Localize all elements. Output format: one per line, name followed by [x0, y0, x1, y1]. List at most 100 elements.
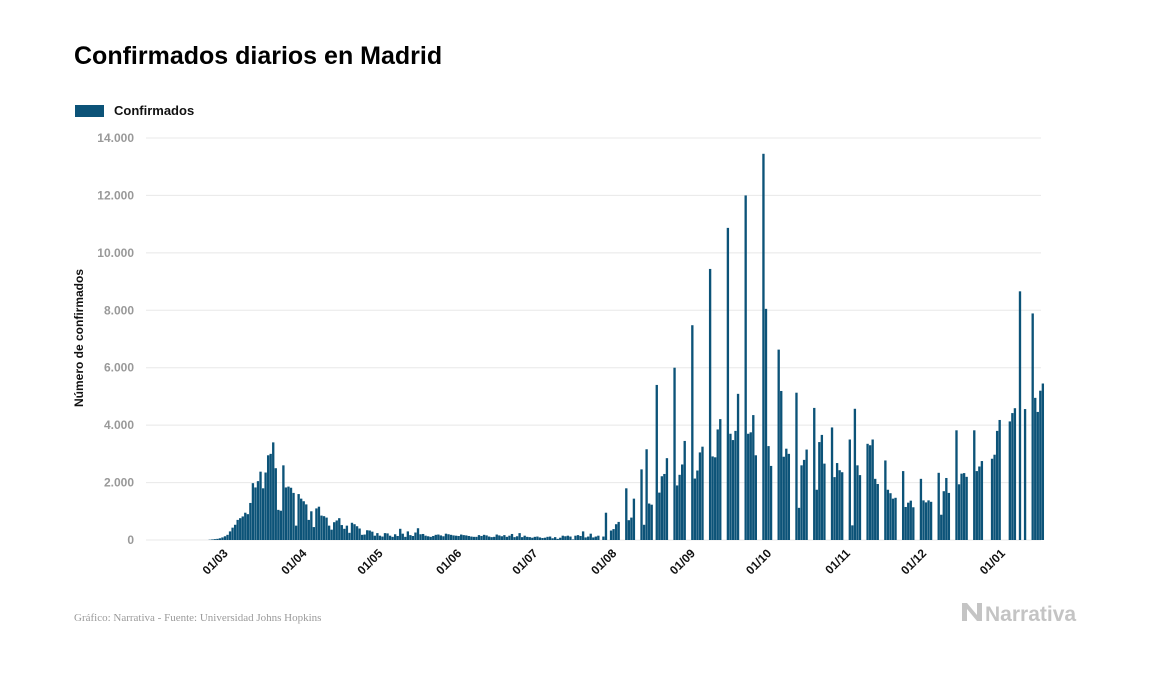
bar: [584, 537, 587, 540]
bar: [487, 536, 491, 540]
legend: Confirmados: [75, 103, 194, 118]
bar: [838, 470, 841, 540]
bar: [592, 537, 595, 540]
bar: [625, 488, 628, 540]
bar: [228, 531, 232, 540]
bar: [1036, 411, 1039, 540]
bar: [975, 471, 978, 540]
bar: [508, 535, 511, 540]
bar: [919, 478, 923, 540]
brand-name: Narrativa: [985, 603, 1077, 626]
bar: [815, 489, 818, 540]
chart-title: Confirmados diarios en Madrid: [74, 42, 443, 70]
bar: [665, 458, 669, 540]
bar: [691, 325, 694, 540]
bar: [604, 512, 608, 540]
bar: [505, 536, 509, 540]
bar: [236, 519, 239, 540]
bar: [266, 455, 270, 540]
bar: [355, 526, 359, 540]
bar: [282, 465, 285, 540]
bar: [221, 537, 224, 540]
bar: [386, 533, 389, 540]
bar: [482, 534, 486, 540]
bar: [536, 536, 539, 540]
bar: [254, 487, 257, 540]
bar: [998, 419, 1001, 540]
bar: [218, 538, 222, 540]
bar: [663, 473, 666, 540]
bar: [307, 519, 310, 540]
legend-label: Confirmados: [114, 103, 195, 118]
bar: [764, 308, 768, 540]
bar: [736, 393, 740, 540]
bar: [747, 433, 750, 540]
bar: [818, 442, 821, 540]
bar: [414, 532, 417, 540]
bar: [523, 535, 526, 540]
bar: [711, 456, 714, 540]
bar: [719, 419, 722, 540]
bar: [333, 522, 336, 540]
y-axis-label: Número de confirmados: [72, 269, 86, 407]
bar: [546, 536, 549, 540]
bar: [538, 537, 542, 540]
y-tick-label: 14.000: [97, 131, 134, 145]
bar: [531, 537, 534, 540]
bar: [404, 536, 407, 540]
bar: [995, 430, 999, 540]
bar: [439, 535, 443, 540]
bar: [587, 536, 590, 540]
bar: [449, 534, 453, 540]
bar: [457, 535, 460, 540]
bar: [785, 448, 788, 540]
bar: [769, 465, 773, 540]
bar: [576, 535, 580, 540]
bar: [251, 483, 255, 540]
bar: [213, 539, 216, 540]
source-note: Gráfico: Narrativa - Fuente: Universidad…: [74, 612, 322, 624]
x-tick-label: 01/08: [588, 546, 619, 577]
bar: [848, 439, 851, 540]
bar: [597, 535, 600, 540]
bar: [421, 533, 425, 540]
bar: [226, 534, 229, 540]
bar: [495, 534, 498, 540]
bar: [632, 498, 636, 540]
bar: [835, 463, 839, 540]
bar: [320, 515, 323, 540]
bar: [348, 532, 351, 540]
bar: [406, 531, 410, 540]
bar: [833, 477, 836, 540]
bar: [345, 525, 349, 540]
bar: [937, 472, 940, 540]
bar: [485, 535, 488, 540]
bar: [980, 461, 984, 540]
bar: [830, 427, 834, 540]
bar: [401, 533, 404, 540]
bar: [681, 464, 684, 540]
bar: [472, 536, 476, 540]
bar: [800, 465, 803, 540]
x-tick-label: 01/09: [667, 546, 698, 577]
bar: [630, 517, 633, 540]
bar: [427, 536, 430, 540]
bar: [891, 498, 895, 540]
bar: [399, 528, 402, 540]
bar: [973, 430, 976, 540]
bar: [241, 516, 244, 540]
bar: [325, 517, 328, 540]
bar: [942, 491, 945, 540]
bar: [907, 502, 910, 540]
bar: [754, 455, 757, 540]
bar: [904, 506, 907, 540]
bar: [876, 484, 879, 540]
bar: [868, 445, 872, 540]
bar: [1031, 313, 1034, 540]
bar: [302, 501, 305, 540]
bar: [851, 525, 854, 540]
bar: [767, 446, 770, 540]
bar: [360, 534, 364, 540]
bar: [554, 537, 557, 540]
bar: [411, 535, 415, 540]
